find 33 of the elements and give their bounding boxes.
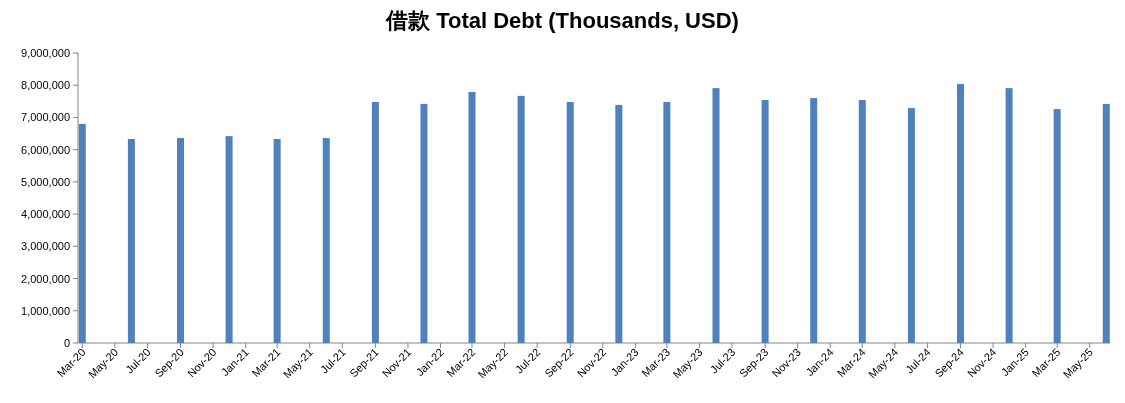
y-tick-label: 5,000,000 — [21, 175, 70, 188]
y-tick-label: 8,000,000 — [21, 79, 70, 92]
bar — [1005, 88, 1013, 343]
bar — [273, 139, 281, 343]
bar — [177, 138, 185, 343]
bar — [517, 95, 525, 343]
bar — [858, 100, 866, 343]
bar — [810, 98, 818, 343]
y-tick-label: 0 — [63, 337, 70, 349]
bar — [225, 136, 233, 343]
bar — [1053, 109, 1061, 343]
bar — [615, 104, 623, 343]
y-tick-label: 9,000,000 — [21, 47, 70, 59]
bar — [127, 139, 135, 343]
y-tick-label: 7,000,000 — [21, 111, 70, 124]
bar — [1102, 103, 1110, 343]
bar — [420, 103, 428, 343]
chart-title: 借款 Total Debt (Thousands, USD) — [385, 8, 739, 33]
bar — [78, 123, 86, 343]
bar — [761, 100, 769, 343]
bar — [712, 88, 720, 343]
y-tick-label: 1,000,000 — [21, 304, 70, 317]
bar — [957, 83, 965, 343]
y-tick-label: 2,000,000 — [21, 272, 70, 285]
bar — [566, 101, 574, 343]
bar — [371, 101, 379, 343]
y-tick-label: 3,000,000 — [21, 240, 70, 253]
bar — [322, 138, 330, 343]
y-tick-label: 4,000,000 — [21, 208, 70, 221]
bar — [907, 108, 915, 343]
bar — [468, 91, 476, 343]
y-tick-label: 6,000,000 — [21, 143, 70, 156]
bar — [663, 101, 671, 343]
